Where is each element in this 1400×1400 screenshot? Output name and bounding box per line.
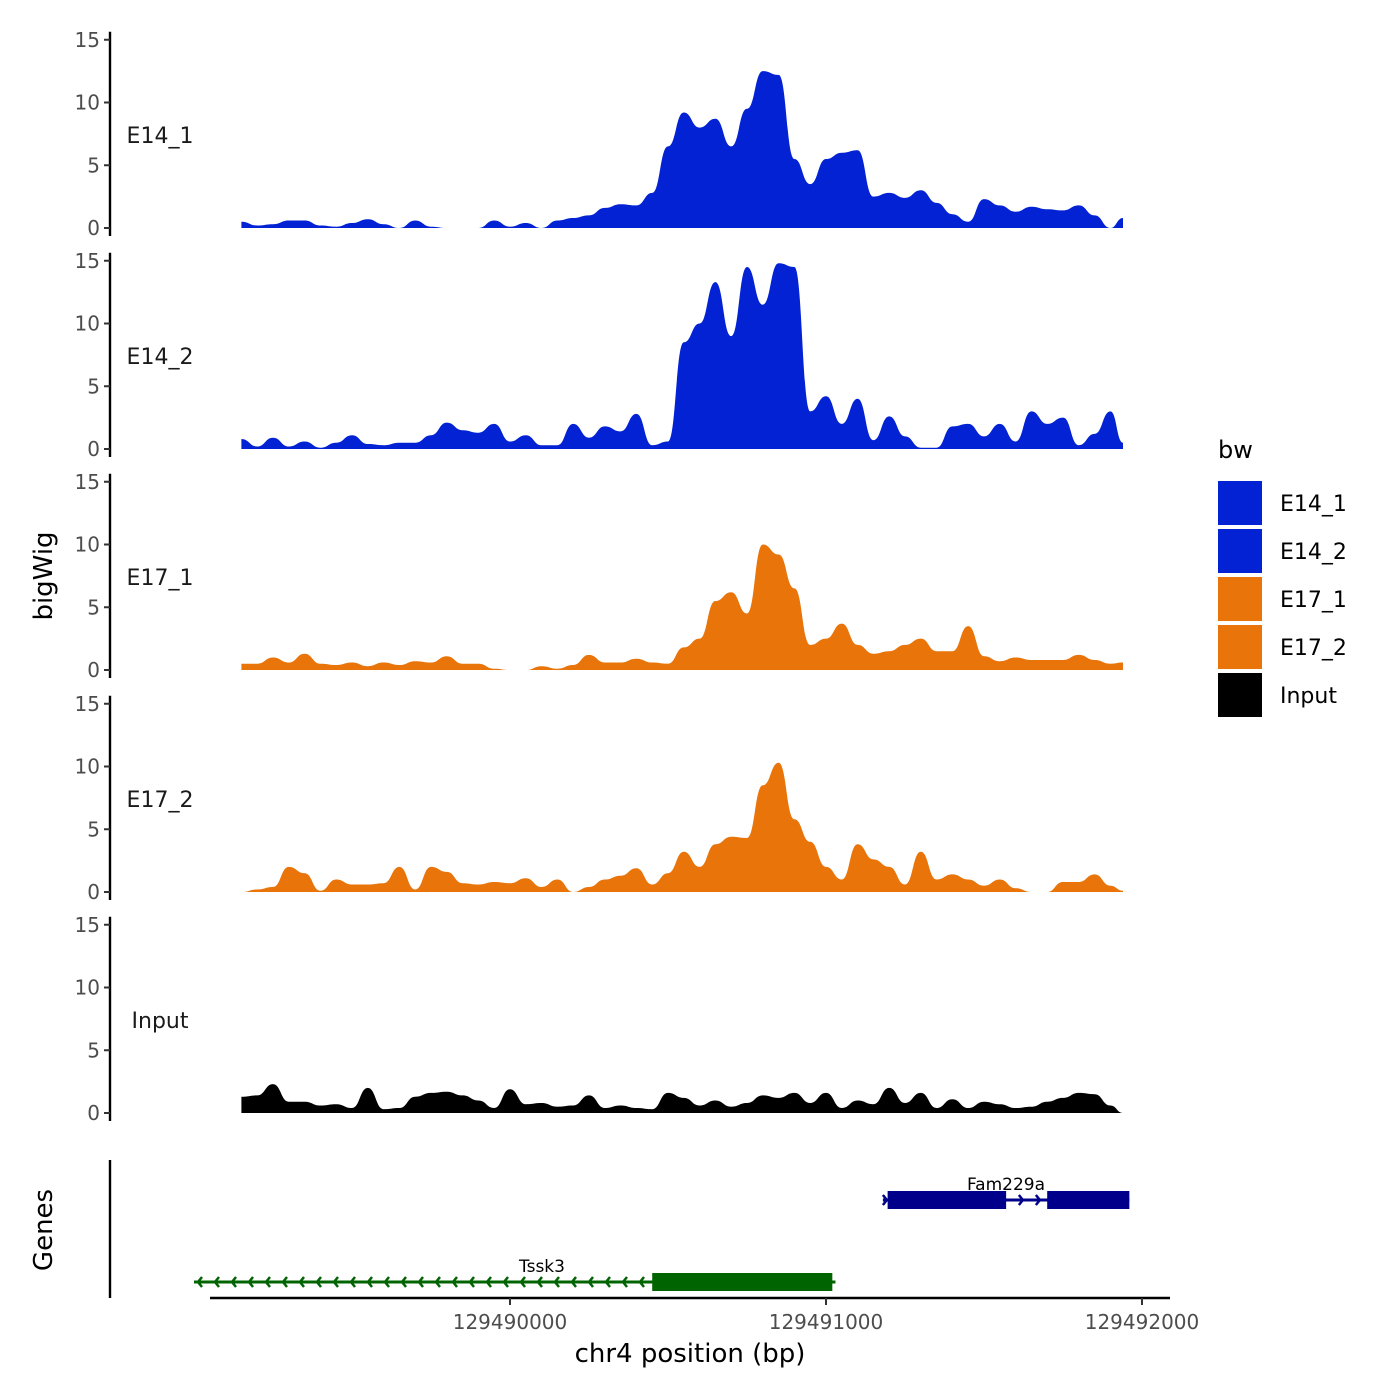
y-tick-label: 5 (87, 595, 100, 619)
track-label: E14_2 (127, 345, 194, 370)
track-label: E14_1 (127, 124, 194, 149)
y-tick-label: 15 (75, 249, 100, 273)
y-tick-label: 0 (87, 880, 100, 904)
gene-exon (652, 1273, 833, 1291)
signal-area-e17-1 (241, 544, 1123, 670)
gene-name-label: Tssk3 (518, 1257, 565, 1277)
y-axis-title: bigWig (29, 531, 59, 620)
legend-swatch (1218, 529, 1262, 573)
y-tick-label: 10 (75, 976, 100, 1000)
y-tick-label: 5 (87, 1038, 100, 1062)
strand-arrow (451, 1276, 458, 1288)
legend-label: E14_1 (1280, 492, 1347, 517)
legend-swatch (1218, 577, 1262, 621)
y-tick-label: 5 (87, 374, 100, 398)
track-input: 0 5 10 15 Input (75, 913, 1123, 1125)
strand-arrow (247, 1276, 254, 1288)
x-axis-title: chr4 position (bp) (575, 1339, 806, 1369)
y-tick-label: 10 (75, 91, 100, 115)
strand-arrow (366, 1276, 373, 1288)
strand-arrow (536, 1276, 543, 1288)
strand-arrow (502, 1276, 509, 1288)
gene-exon (1047, 1191, 1130, 1209)
y-tick-label: 0 (87, 437, 100, 461)
strand-arrow (417, 1276, 424, 1288)
strand-arrow (196, 1276, 203, 1288)
track-label: E17_2 (127, 788, 194, 813)
x-tick-label: 129491000 (769, 1310, 884, 1334)
legend-label: E17_2 (1280, 636, 1347, 661)
legend-label: E14_2 (1280, 540, 1347, 565)
y-tick-label: 10 (75, 755, 100, 779)
gene-fam229a: Fam229a (881, 1175, 1130, 1209)
strand-arrow (349, 1276, 356, 1288)
strand-arrow (230, 1276, 237, 1288)
track-e14-1: 0 5 10 15 E14_1 (75, 28, 1123, 240)
legend-label: E17_1 (1280, 588, 1347, 613)
strand-arrow (519, 1276, 526, 1288)
bigwig-tracks: 0 5 10 15 E14_1 0 5 10 15 E14_2 0 5 10 15 E17_1 0 5 10 15 E… (75, 28, 1123, 1125)
y-tick-label: 0 (87, 216, 100, 240)
gene-tssk3: Tssk3 (194, 1257, 836, 1291)
track-label: E17_1 (127, 566, 194, 591)
strand-arrow (587, 1276, 594, 1288)
y-tick-label: 15 (75, 913, 100, 937)
signal-area-e14-1 (241, 71, 1123, 228)
legend-label: Input (1280, 684, 1337, 709)
track-e17-2: 0 5 10 15 E17_2 (75, 692, 1123, 904)
strand-arrow (468, 1276, 475, 1288)
legend: bw E14_1 E14_2 E17_1 E17_2 Input (1218, 436, 1347, 717)
strand-arrow (570, 1276, 577, 1288)
y-tick-label: 0 (87, 1101, 100, 1125)
y-tick-label: 10 (75, 312, 100, 336)
x-tick-label: 129492000 (1085, 1310, 1200, 1334)
strand-arrow (315, 1276, 322, 1288)
track-label: Input (132, 1009, 189, 1034)
strand-arrow (553, 1276, 560, 1288)
strand-arrow (298, 1276, 305, 1288)
strand-arrow (264, 1276, 271, 1288)
legend-swatch (1218, 481, 1262, 525)
y-tick-label: 15 (75, 28, 100, 52)
signal-area-e14-2 (241, 263, 1123, 449)
x-tick-label: 129490000 (453, 1310, 568, 1334)
strand-arrow (1034, 1194, 1042, 1206)
strand-arrow (485, 1276, 492, 1288)
legend-swatch (1218, 673, 1262, 717)
y-tick-label: 15 (75, 470, 100, 494)
x-axis: 129490000 129491000 129492000 (210, 1296, 1200, 1334)
strand-arrow (434, 1276, 441, 1288)
legend-swatch (1218, 625, 1262, 669)
strand-arrow (1017, 1194, 1025, 1206)
legend-title: bw (1218, 436, 1253, 464)
strand-arrow (383, 1276, 390, 1288)
strand-arrow (281, 1276, 288, 1288)
track-e17-1: 0 5 10 15 E17_1 (75, 470, 1123, 682)
gene-track: Tssk3 Fam229a (108, 1160, 1130, 1298)
strand-arrow (638, 1276, 645, 1288)
strand-arrow (621, 1276, 628, 1288)
gene-exon (887, 1191, 1007, 1209)
strand-arrow (213, 1276, 220, 1288)
y-tick-label: 5 (87, 817, 100, 841)
y-tick-label: 10 (75, 533, 100, 557)
signal-area-e17-2 (241, 762, 1123, 892)
strand-arrow (881, 1194, 889, 1206)
track-e14-2: 0 5 10 15 E14_2 (75, 249, 1123, 461)
y-tick-label: 15 (75, 692, 100, 716)
genes-axis-title: Genes (29, 1189, 59, 1271)
strand-arrow (332, 1276, 339, 1288)
y-tick-label: 0 (87, 658, 100, 682)
y-tick-label: 5 (87, 153, 100, 177)
strand-arrow (604, 1276, 611, 1288)
signal-area-input (241, 1084, 1123, 1113)
gene-name-label: Fam229a (967, 1175, 1045, 1195)
strand-arrow (400, 1276, 407, 1288)
